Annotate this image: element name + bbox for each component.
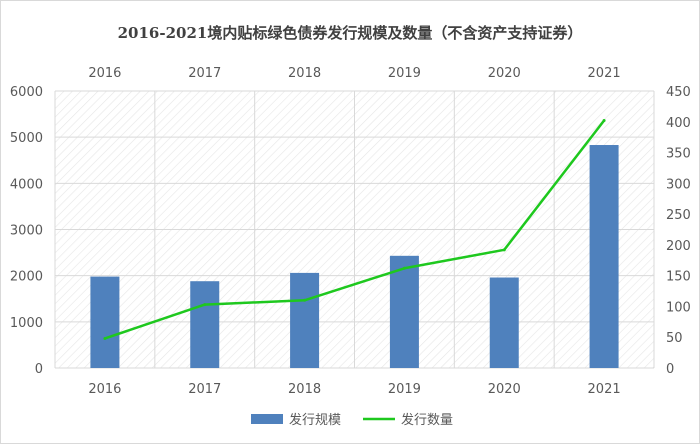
y-right-tick-label: 0 [666, 362, 674, 377]
x-tick-label-bottom: 2019 [388, 382, 421, 397]
y-left-tick-label: 3000 [10, 224, 43, 239]
bar-series [90, 145, 619, 368]
line-point-2020 [502, 248, 506, 252]
y-right-tick-label: 450 [666, 85, 691, 100]
x-tick-label-top: 2017 [188, 66, 221, 81]
y-right-tick-label: 400 [666, 116, 691, 131]
line-point-2019 [402, 266, 406, 270]
y-left-tick-label: 2000 [10, 270, 43, 285]
x-tick-label-top: 2020 [488, 66, 521, 81]
y-left-tick-label: 0 [35, 362, 43, 377]
y-right-tick-label: 150 [666, 270, 691, 285]
y-left-tick-label: 4000 [10, 177, 43, 192]
y-right-tick-label: 100 [666, 300, 691, 315]
bar-2021 [589, 145, 619, 368]
x-tick-label-bottom: 2016 [88, 382, 121, 397]
legend-bar-swatch [251, 414, 283, 424]
y-left-tick-label: 1000 [10, 316, 43, 331]
bar-2020 [489, 277, 519, 368]
bar-2018 [290, 272, 320, 368]
bar-2017 [190, 281, 220, 368]
y-right-tick-label: 250 [666, 208, 691, 223]
y-right-tick-label: 350 [666, 147, 691, 162]
x-tick-label-bottom: 2017 [188, 382, 221, 397]
legend-bar-label: 发行规模 [289, 412, 341, 428]
line-point-2018 [303, 298, 307, 302]
x-tick-label-bottom: 2021 [588, 382, 621, 397]
grid-lines [54, 90, 655, 369]
line-series [103, 119, 606, 340]
chart-title: 2016-2021境内贴标绿色债券发行规模及数量（不含资产支持证券） [118, 24, 583, 42]
line-point-2021 [602, 119, 606, 123]
legend: 发行规模 发行数量 [251, 412, 453, 428]
x-tick-label-top: 2016 [88, 66, 121, 81]
bar-2016 [90, 276, 120, 368]
line-point-2017 [203, 303, 207, 307]
y-left-tick-label: 5000 [10, 131, 43, 146]
x-tick-label-top: 2019 [388, 66, 421, 81]
bar-2019 [389, 255, 419, 368]
y-right-tick-label: 200 [666, 239, 691, 254]
x-tick-label-top: 2018 [288, 66, 321, 81]
x-tick-label-bottom: 2018 [288, 382, 321, 397]
x-tick-label-bottom: 2020 [488, 382, 521, 397]
line-series-path [104, 119, 606, 340]
y-right-tick-label: 50 [666, 331, 683, 346]
line-point-2016 [103, 336, 107, 340]
y-right-tick-label: 300 [666, 177, 691, 192]
legend-line-label: 发行数量 [401, 412, 453, 428]
y-left-tick-label: 6000 [10, 85, 43, 100]
x-tick-label-top: 2021 [588, 66, 621, 81]
axes: 0 1000 2000 3000 4000 5000 6000 0 50 100 150 200 250… [10, 66, 691, 397]
